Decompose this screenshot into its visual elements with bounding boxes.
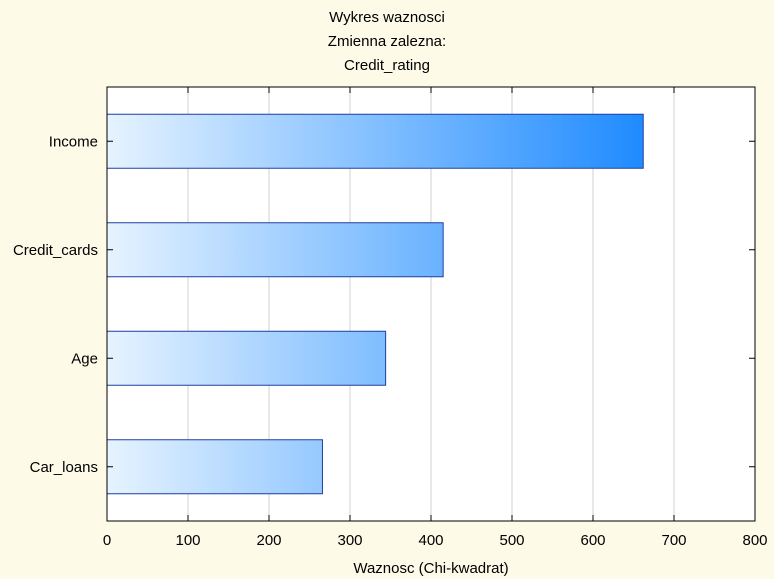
x-tick-label: 700 bbox=[661, 532, 686, 549]
x-tick-label: 100 bbox=[175, 532, 200, 549]
x-axis-label: Waznosc (Chi-kwadrat) bbox=[353, 560, 508, 577]
y-category-label: Income bbox=[49, 133, 98, 150]
bar bbox=[106, 222, 444, 278]
x-tick-label: 300 bbox=[337, 532, 362, 549]
chart-title-line-3: Credit_rating bbox=[344, 57, 430, 74]
x-tick-label: 200 bbox=[256, 532, 281, 549]
y-category-labels: Income Credit_cards Age Car_loans bbox=[13, 133, 98, 476]
x-tick-label: 800 bbox=[742, 532, 767, 549]
x-tick-label: 600 bbox=[580, 532, 605, 549]
x-tick-label: 400 bbox=[418, 532, 443, 549]
y-category-label: Credit_cards bbox=[13, 242, 98, 259]
bar bbox=[106, 439, 323, 495]
chart-title-line-1: Wykres waznosci bbox=[329, 9, 445, 26]
y-category-label: Age bbox=[71, 350, 98, 367]
x-tick-label: 0 bbox=[103, 532, 111, 549]
bar bbox=[106, 113, 644, 169]
x-tick-labels: 0 100 200 300 400 500 600 700 800 bbox=[103, 532, 768, 549]
y-category-label: Car_loans bbox=[30, 459, 98, 476]
x-tick-label: 500 bbox=[499, 532, 524, 549]
bars bbox=[106, 113, 644, 495]
ticks bbox=[106, 87, 756, 521]
chart-title-line-2: Zmienna zalezna: bbox=[328, 33, 446, 50]
bar bbox=[106, 330, 387, 386]
